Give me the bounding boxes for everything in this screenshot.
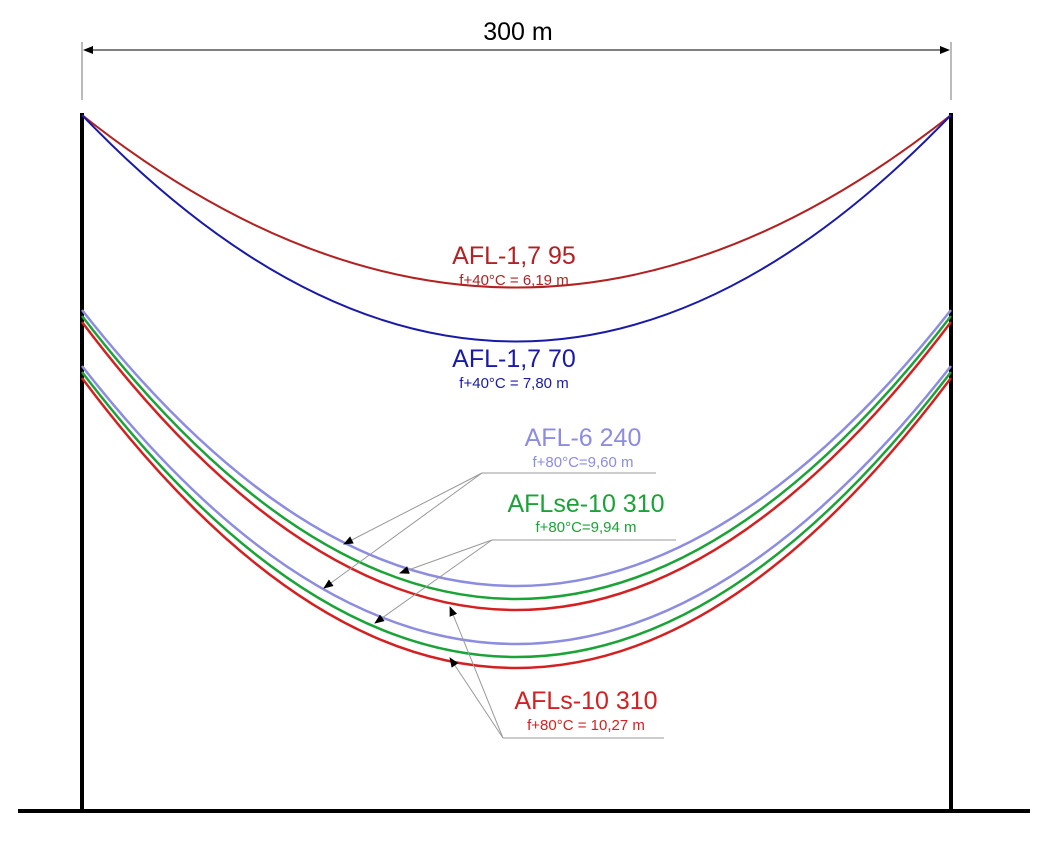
- cable-curve-afl6-240-b: [81, 365, 952, 646]
- cable-name-afl6-240: AFL-6 240: [525, 424, 642, 452]
- cable-name-afl17-70: AFL-1,7 70: [452, 345, 576, 373]
- cable-curve-aflse10-b: [81, 371, 952, 659]
- cable-sag-aflse10: f+80°C=9,94 m: [535, 519, 636, 536]
- leader-afl6-240-b: [323, 472, 483, 589]
- cable-curve-afl17-95: [81, 114, 952, 289]
- cable-curve-aflse10-a: [81, 315, 952, 601]
- cable-curve-afls10-b: [80, 377, 952, 670]
- leader-afls10-b: [449, 657, 504, 739]
- leader-afls10-a: [449, 606, 504, 739]
- cable-curve-afl17-70: [81, 114, 952, 343]
- cable-name-afls10: AFLs-10 310: [514, 687, 657, 715]
- cable-sag-afl6-240: f+80°C=9,60 m: [532, 454, 633, 471]
- span-label: 300 m: [483, 18, 552, 46]
- leader-afl6-240-a: [343, 472, 483, 545]
- cable-name-aflse10: AFLse-10 310: [507, 490, 664, 518]
- cable-sag-afls10: f+80°C = 10,27 m: [527, 717, 645, 734]
- cable-name-afl17-95: AFL-1,7 95: [452, 242, 576, 270]
- cable-curve-afls10-a: [81, 321, 952, 612]
- cable-sag-afl17-70: f+40°C = 7,80 m: [459, 375, 568, 392]
- leader-aflse10-a: [399, 539, 493, 574]
- cable-curve-afl6-240-a: [81, 309, 952, 588]
- leader-aflse10-b: [374, 539, 493, 624]
- cable-sag-afl17-95: f+40°C = 6,19 m: [459, 272, 568, 289]
